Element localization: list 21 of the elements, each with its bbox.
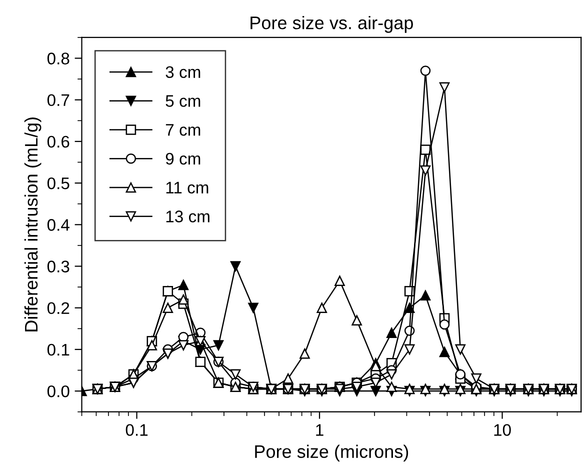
y-tick-label: 0.1 bbox=[47, 344, 70, 356]
y-axis-title: Differential intrusion (mL/g) bbox=[24, 118, 42, 332]
legend-label: 11 cm bbox=[166, 182, 208, 194]
legend-label: 13 cm bbox=[166, 210, 210, 222]
y-tick-label: 0.4 bbox=[47, 219, 70, 231]
x-tick-label: 1 bbox=[316, 424, 324, 436]
x-axis-title: Pore size (microns) bbox=[255, 444, 408, 462]
y-tick-label: 0.0 bbox=[47, 385, 70, 398]
y-tick-label: 0.8 bbox=[47, 52, 70, 64]
y-tick-label: 0.2 bbox=[47, 302, 70, 314]
legend-label: 7 cm bbox=[166, 124, 200, 136]
legend-label: 9 cm bbox=[166, 152, 200, 165]
chart-title: Pore size vs. air-gap bbox=[250, 16, 413, 33]
legend-label: 5 cm bbox=[166, 95, 200, 107]
x-tick-label: 0.1 bbox=[126, 424, 148, 436]
x-tick-label: 10 bbox=[494, 424, 511, 436]
y-tick-label: 0.7 bbox=[47, 94, 70, 106]
legend-label: 3 cm bbox=[166, 66, 200, 78]
y-tick-label: 0.5 bbox=[47, 177, 70, 190]
y-tick-label: 0.3 bbox=[47, 260, 70, 272]
y-tick-label: 0.6 bbox=[47, 136, 70, 148]
